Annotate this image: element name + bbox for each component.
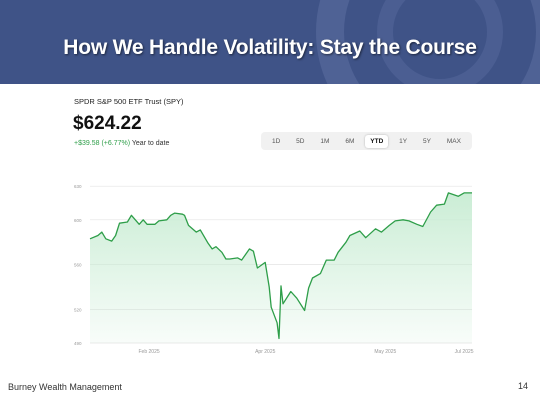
y-tick-label: 560 [74,263,82,268]
price-point [221,252,222,253]
price-point [280,285,281,286]
price-point [237,257,238,258]
y-tick-label: 600 [74,218,82,223]
price-area-fill [90,192,472,343]
y-tick-label: 520 [74,307,82,312]
change-value: +$39.58 (+6.77%) [74,140,131,147]
price-point [182,214,183,215]
x-tick-label: Jul 2025 [455,349,474,355]
range-button-1d[interactable]: 1D [271,137,281,145]
price-point [225,258,226,259]
price-point [381,232,382,233]
range-button-6m[interactable]: 6M [345,137,355,145]
price-chart: 490 520 560 600 630 Feb 2025 Apr 2025 May 2025 J… [74,184,474,355]
range-button-max[interactable]: MAX [446,137,461,145]
price-point [334,260,335,261]
price-point [349,235,350,236]
price-point [196,232,197,233]
price-change: +$39.58 (+6.77%) Year to date [74,140,169,147]
price-point [111,240,112,241]
price-point [249,248,250,249]
price-point [166,219,167,220]
price-point [127,221,128,222]
price-point [271,307,272,308]
price-point [131,215,132,216]
price-point [395,220,396,221]
range-button-5d[interactable]: 5D [296,137,305,145]
range-button-ytd[interactable]: YTD [365,134,389,148]
price-point [365,237,366,238]
price-point [208,243,209,244]
page-number: 14 [517,381,528,391]
price-point [170,215,171,216]
price-point [296,298,297,299]
fund-name: SPDR S&P 500 ETF Trust (SPY) [74,97,184,106]
price-point [257,267,258,268]
company-footer: Burney Wealth Management [8,382,122,392]
change-period: Year to date [131,140,170,147]
price-point [416,224,417,225]
price-point [464,192,465,193]
price-point [308,288,309,289]
current-price: $624.22 [73,113,142,134]
price-point [422,226,423,227]
range-button-5y[interactable]: 5Y [423,137,431,145]
price-line [89,192,472,340]
price-point [402,219,403,220]
x-tick-label: Apr 2025 [255,349,276,355]
price-point [200,229,201,230]
price-point [115,235,116,236]
price-point [184,215,185,216]
x-tick-label: May 2025 [374,349,396,355]
title-banner: How We Handle Volatility: Stay the Cours… [0,0,540,84]
price-point [430,211,431,212]
price-point [158,220,159,221]
price-point [389,225,390,226]
price-point [211,248,212,249]
y-tick-label: 490 [74,341,82,346]
price-point [458,196,459,197]
price-point [345,242,346,243]
price-point [174,212,175,213]
banner-decoration [316,0,540,84]
price-point [139,224,140,225]
price-point [97,235,98,236]
price-point [326,260,327,261]
price-point [147,224,148,225]
price-point [276,322,277,323]
price-point [105,238,106,239]
price-point [278,338,279,339]
x-tick-label: Feb 2025 [139,349,160,355]
price-point [143,219,144,220]
price-point [290,291,291,292]
price-point [408,220,409,221]
price-point [304,310,305,311]
price-point [215,246,216,247]
y-tick-label: 630 [74,184,82,189]
price-point [448,192,449,193]
range-button-1m[interactable]: 1M [320,137,330,145]
price-point [101,232,102,233]
price-point [375,228,376,229]
price-point [444,204,445,205]
price-point [154,224,155,225]
range-button-1y[interactable]: 1Y [399,137,408,145]
price-point [359,230,360,231]
price-point [119,223,120,224]
time-range-selector: 1D 5D 1M 6M YTD 1Y 5Y MAX [261,132,472,150]
price-point [436,205,437,206]
price-point [253,251,254,252]
price-point [320,273,321,274]
price-point [338,252,339,253]
price-point [188,225,189,226]
price-point [265,262,266,263]
price-point [282,303,283,304]
price-point [312,277,313,278]
price-point [241,260,242,261]
price-point [89,238,90,239]
slide-title: How We Handle Volatility: Stay the Cours… [63,36,477,59]
price-point [229,258,230,259]
price-point [471,192,472,193]
price-point [269,286,270,287]
